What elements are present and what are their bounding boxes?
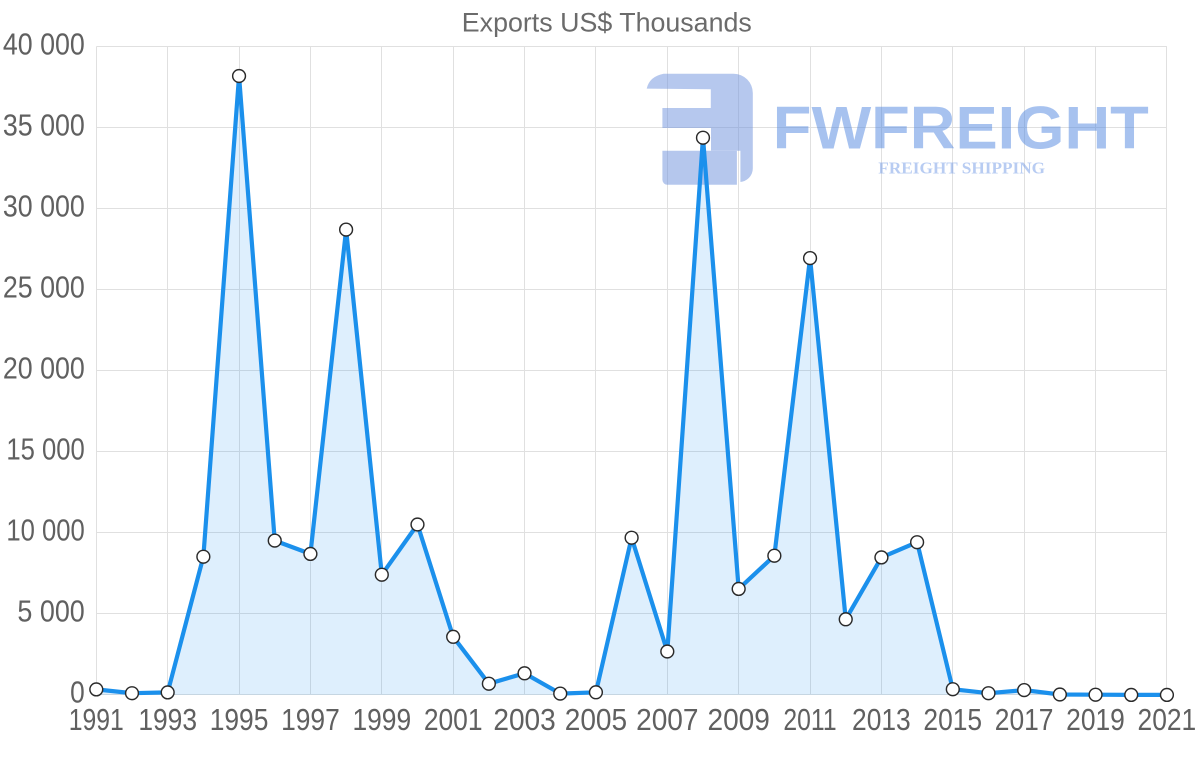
svg-text:1997: 1997: [281, 703, 340, 737]
svg-text:10 000: 10 000: [6, 513, 84, 548]
svg-text:2013: 2013: [852, 703, 911, 737]
svg-text:2003: 2003: [493, 703, 555, 738]
svg-text:Exports US$ Thousands: Exports US$ Thousands: [462, 8, 752, 38]
svg-text:FWFREIGHT: FWFREIGHT: [773, 93, 1149, 161]
svg-text:35 000: 35 000: [3, 109, 85, 143]
svg-text:0: 0: [70, 676, 85, 711]
svg-text:5 000: 5 000: [17, 595, 84, 629]
svg-text:2019: 2019: [1066, 703, 1125, 737]
svg-text:40 000: 40 000: [3, 28, 85, 62]
svg-text:2007: 2007: [636, 703, 698, 738]
svg-text:2017: 2017: [995, 703, 1054, 737]
svg-text:2009: 2009: [707, 703, 769, 738]
svg-text:2011: 2011: [783, 702, 836, 736]
svg-text:15 000: 15 000: [6, 432, 84, 467]
svg-text:25 000: 25 000: [3, 271, 85, 305]
svg-text:2015: 2015: [923, 703, 982, 737]
svg-text:1991: 1991: [69, 702, 124, 736]
svg-text:2001: 2001: [424, 703, 483, 737]
svg-text:2021: 2021: [1138, 703, 1197, 737]
svg-text:FREIGHT SHIPPING: FREIGHT SHIPPING: [878, 158, 1045, 177]
svg-text:30 000: 30 000: [3, 190, 85, 224]
svg-text:1993: 1993: [138, 703, 197, 737]
svg-text:20 000: 20 000: [3, 352, 85, 386]
svg-text:1995: 1995: [210, 703, 269, 737]
svg-text:1999: 1999: [352, 703, 411, 737]
svg-text:2005: 2005: [565, 703, 627, 738]
